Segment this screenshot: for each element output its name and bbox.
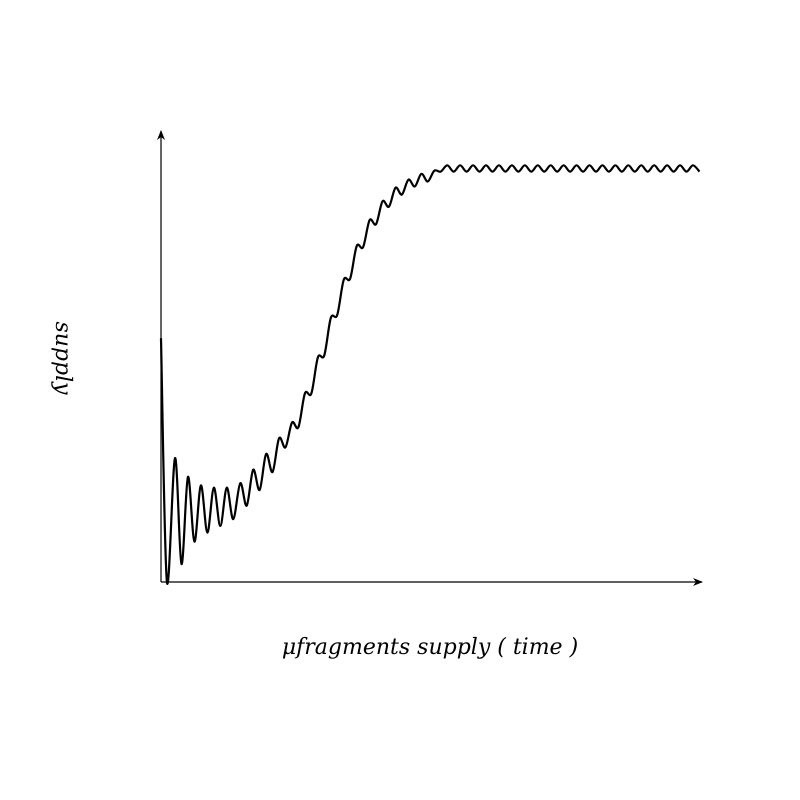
x-axis-label: μfragments supply ( time ) [282,635,578,660]
data-line [159,164,701,585]
y-axis-label: supply [50,321,75,395]
